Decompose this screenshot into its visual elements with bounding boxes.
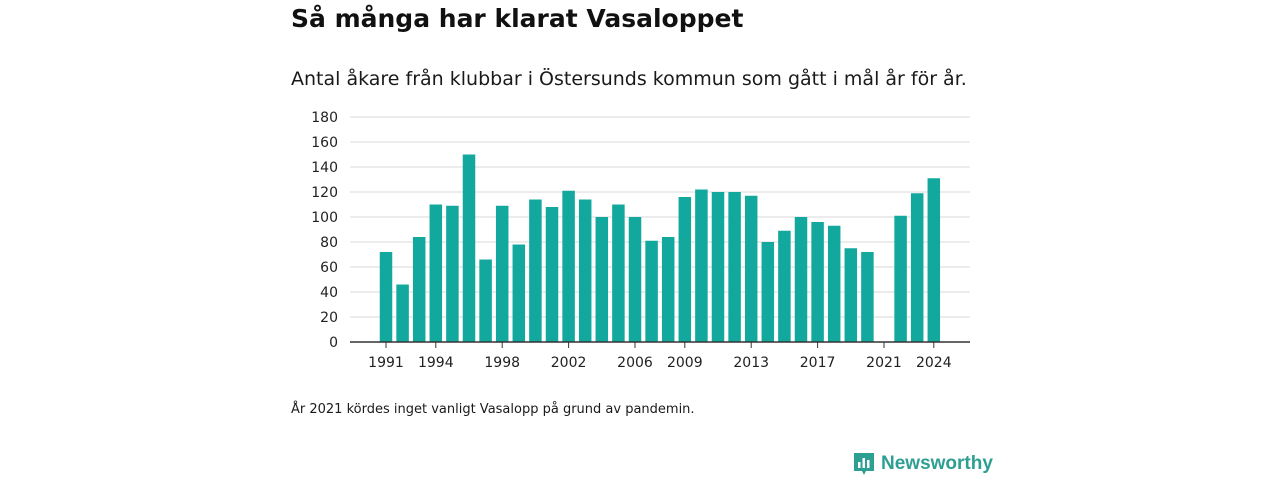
x-tick-label: 2021 [866, 355, 902, 371]
x-tick-label: 2017 [800, 355, 836, 371]
bar-2006 [628, 217, 642, 342]
brand-name: Newsworthy [881, 453, 993, 474]
bar-2010 [695, 189, 708, 342]
bar-2020 [861, 252, 874, 342]
x-axis-tick-labels: 1991 1994 1998 2002 2006 2009 2013 2017 2021 2024 [368, 342, 952, 371]
bar-2001 [545, 207, 559, 342]
bar-1998 [495, 205, 509, 342]
newsworthy-logo-icon [854, 453, 874, 475]
y-tick-label: 100 [311, 210, 338, 226]
y-tick-label: 80 [320, 235, 338, 251]
y-tick-label: 40 [320, 285, 338, 301]
bar-2003 [578, 199, 592, 342]
bar-1999 [512, 244, 526, 342]
x-tick-label: 2024 [916, 355, 952, 371]
bar-2017 [811, 222, 824, 342]
bar-2012 [728, 192, 741, 342]
y-tick-label: 60 [320, 260, 338, 276]
y-tick-label: 180 [311, 110, 338, 126]
x-tick-label: 1994 [418, 355, 454, 371]
brand: Newsworthy [853, 452, 993, 476]
bar-1997 [479, 259, 492, 342]
chart-title: Så många har klarat Vasaloppet [291, 4, 744, 33]
chart-subtitle: Antal åkare från klubbar i Östersunds ko… [291, 68, 967, 90]
bar-2011 [711, 192, 725, 342]
bar-1991 [379, 252, 393, 342]
bar-2007 [645, 240, 658, 342]
bar-2004 [595, 217, 609, 342]
bar-2023 [910, 193, 924, 342]
bar-1994 [429, 204, 443, 342]
bar-1996 [462, 154, 476, 342]
bar-1993 [412, 237, 426, 342]
footnote: År 2021 kördes inget vanligt Vasalopp på… [291, 402, 695, 417]
x-tick-label: 1991 [368, 355, 404, 371]
bar-2013 [744, 195, 758, 342]
y-tick-label: 160 [311, 135, 338, 151]
y-axis-tick-labels: 0 20 40 60 80 100 120 140 160 180 [311, 110, 338, 351]
y-tick-label: 120 [311, 185, 338, 201]
bar-1995 [446, 205, 459, 342]
bar-2000 [529, 199, 542, 342]
bar-2005 [612, 204, 625, 342]
bar-chart: 0 20 40 60 80 100 120 140 160 180 1991 1994 1998 200… [311, 110, 970, 371]
bar-2015 [778, 230, 791, 342]
x-tick-label: 2013 [733, 355, 769, 371]
x-tick-label: 2002 [551, 355, 587, 371]
y-tick-label: 0 [329, 335, 338, 351]
bar-2002 [562, 190, 575, 342]
bar-1992 [396, 284, 409, 342]
bar-2009 [678, 197, 692, 342]
bars [379, 154, 941, 342]
x-tick-label: 1998 [484, 355, 520, 371]
bar-2022 [894, 215, 907, 342]
x-tick-label: 2006 [617, 355, 653, 371]
gridlines [350, 116, 970, 318]
bar-2014 [761, 242, 775, 342]
bar-2008 [661, 237, 675, 342]
y-tick-label: 140 [311, 160, 338, 176]
bar-2018 [827, 225, 841, 342]
bar-2024 [927, 178, 941, 342]
bar-2016 [794, 217, 808, 342]
x-tick-label: 2009 [667, 355, 703, 371]
bar-2019 [844, 248, 858, 342]
y-tick-label: 20 [320, 310, 338, 326]
